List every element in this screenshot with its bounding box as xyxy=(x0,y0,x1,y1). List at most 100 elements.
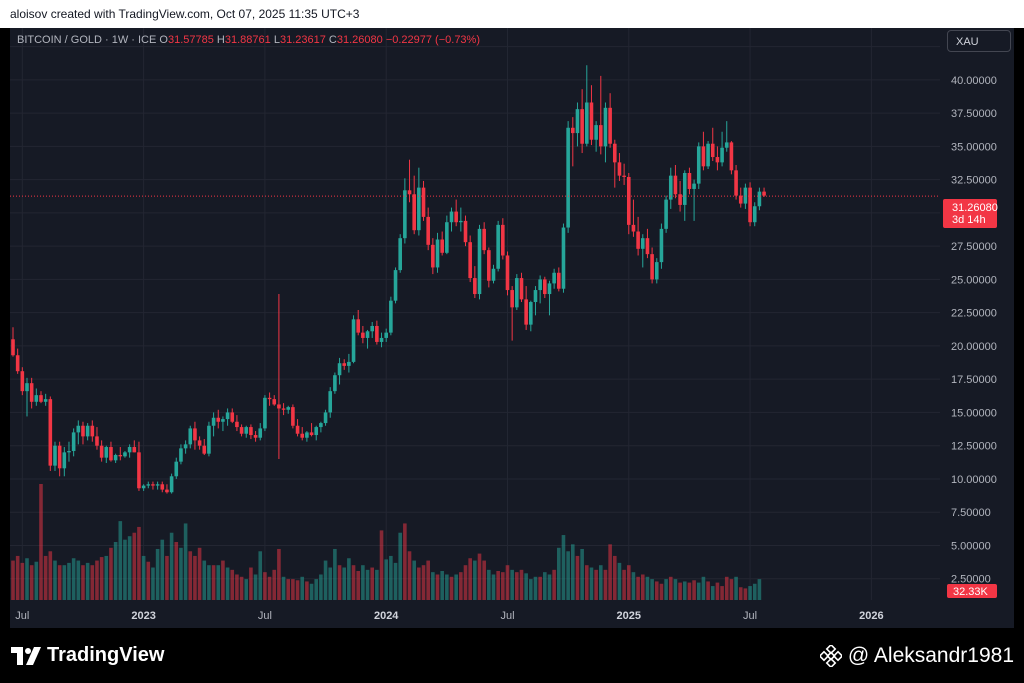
candle-body xyxy=(193,428,197,441)
candle-body xyxy=(333,375,337,392)
candle-body xyxy=(538,279,542,291)
volume-bar xyxy=(379,530,384,600)
candle-body xyxy=(165,489,169,493)
candle-body xyxy=(598,125,603,147)
time-axis-label: 2023 xyxy=(131,610,155,622)
volume-bar xyxy=(734,576,738,600)
volume-bar xyxy=(566,551,570,600)
volume-bar xyxy=(724,576,729,600)
candle-body xyxy=(71,432,76,452)
candle-body xyxy=(636,231,640,249)
volume-bar xyxy=(370,567,375,600)
price-axis-label: 32.50000 xyxy=(951,175,997,187)
price-axis-label: 25.00000 xyxy=(951,274,997,286)
volume-bar xyxy=(608,544,612,600)
volume-bar xyxy=(440,571,444,600)
candle-body xyxy=(370,325,375,332)
candle-body xyxy=(323,412,328,424)
volume-bar xyxy=(221,560,225,600)
price-axis-label: 12.50000 xyxy=(951,441,997,453)
candle-body xyxy=(197,440,202,446)
volume-bar xyxy=(113,542,118,600)
candle-body xyxy=(682,172,687,205)
volume-bar xyxy=(640,574,645,600)
candle-body xyxy=(379,337,384,342)
volume-bar xyxy=(431,572,435,600)
open-value: 31.57785 xyxy=(167,34,214,46)
low-value: 31.23617 xyxy=(279,34,326,46)
price-axis-label: 17.50000 xyxy=(951,374,997,386)
candle-body xyxy=(244,427,249,434)
candle-body xyxy=(365,331,370,338)
volume-bar xyxy=(706,581,710,600)
last-price-tag: 31.26080 3d 14h xyxy=(943,199,998,228)
volume-bar xyxy=(552,569,556,600)
candle-body xyxy=(239,427,244,434)
volume-bar xyxy=(575,555,580,600)
tradingview-logo: TradingView xyxy=(11,644,164,667)
candle-body xyxy=(566,127,570,228)
price-candles xyxy=(11,65,766,494)
candle-body xyxy=(440,239,444,253)
volume-bar xyxy=(664,579,668,600)
candle-body xyxy=(584,102,589,144)
candle-body xyxy=(645,238,650,255)
volume-bar xyxy=(524,573,528,600)
volume-bar xyxy=(34,561,39,600)
candle-body xyxy=(295,425,300,434)
volume-bar xyxy=(659,583,664,600)
candle-body xyxy=(487,250,491,281)
candle-body xyxy=(286,407,291,410)
candle-body xyxy=(524,299,528,325)
volume-bar xyxy=(515,572,519,600)
tradingview-brand: TradingView xyxy=(47,644,165,666)
candle-body xyxy=(412,194,416,231)
candle-body xyxy=(34,395,39,402)
candle-body xyxy=(673,175,678,195)
volume-bar xyxy=(197,547,202,600)
volume-bar xyxy=(445,574,449,600)
candle-body xyxy=(267,397,272,400)
volume-bar xyxy=(286,579,291,600)
time-axis-label: Jul xyxy=(258,610,272,622)
candle-body xyxy=(664,199,668,229)
currency-selector[interactable]: XAU xyxy=(947,30,1011,52)
volume-bar xyxy=(225,567,230,600)
candle-body xyxy=(361,332,365,338)
candle-body xyxy=(118,455,123,457)
volume-bar xyxy=(561,535,566,600)
candle-body xyxy=(202,445,207,454)
candle-body xyxy=(211,417,216,426)
volume-bar xyxy=(333,548,337,600)
volume-bar xyxy=(15,555,20,600)
volume-bar xyxy=(757,579,762,600)
volume-bar xyxy=(235,574,239,600)
candle-body xyxy=(132,447,137,453)
volume-bar xyxy=(57,565,62,600)
candle-body xyxy=(529,302,533,325)
candle-body xyxy=(305,432,309,438)
candle-body xyxy=(449,211,454,223)
candle-body xyxy=(99,445,104,458)
volume-bar xyxy=(538,576,542,600)
symbol-name[interactable]: BITCOIN / GOLD · 1W · ICE xyxy=(17,34,157,46)
candle-body xyxy=(393,270,398,301)
time-axis: Jul 2023 Jul 2024 Jul 2025 Jul 2026 xyxy=(15,610,883,622)
volume-bar xyxy=(743,588,748,600)
candle-body xyxy=(752,206,757,223)
candle-body xyxy=(417,187,421,231)
volume-bar xyxy=(473,560,477,600)
candle-body xyxy=(571,127,575,134)
volume-bar xyxy=(393,562,398,600)
candle-body xyxy=(62,452,67,469)
volume-bar xyxy=(491,574,496,600)
candle-body xyxy=(174,461,179,477)
volume-bar xyxy=(696,582,701,600)
candle-body xyxy=(160,484,165,490)
candle-body xyxy=(561,227,566,289)
volume-bar xyxy=(617,562,622,600)
close-value: 31.26080 xyxy=(336,34,383,46)
volume-tag: 32.33K xyxy=(947,584,997,598)
volume-bar xyxy=(305,581,309,600)
